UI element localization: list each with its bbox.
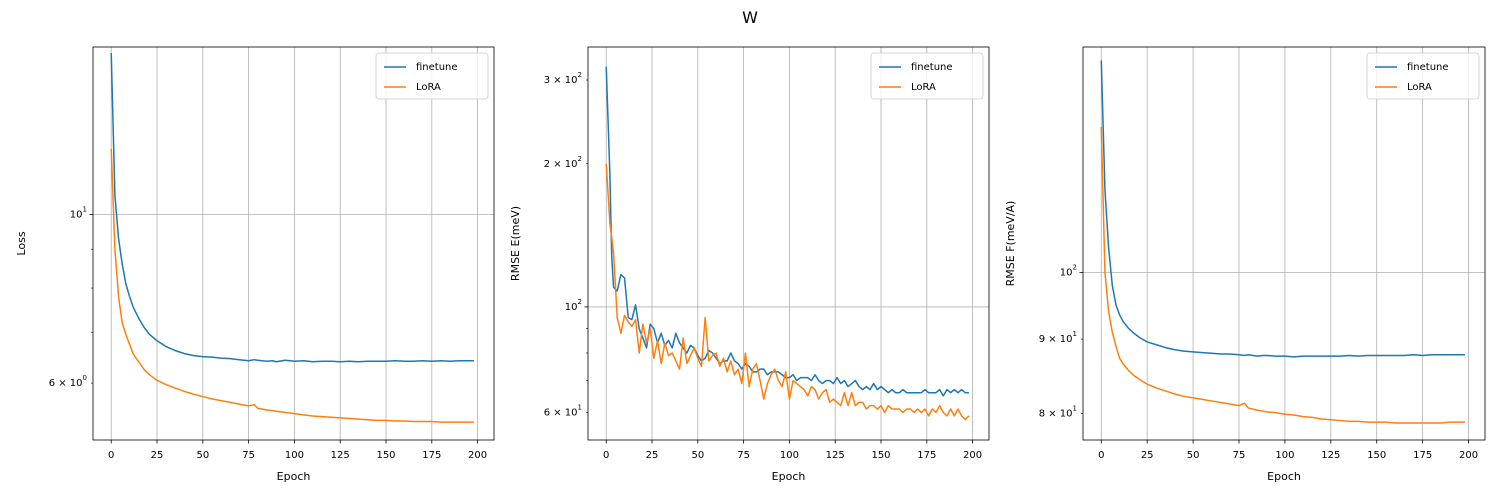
- x-tick-label: 150: [376, 450, 395, 461]
- y-tick-label: 102: [1060, 264, 1077, 279]
- y-tick-label: 6 × 100: [49, 374, 87, 389]
- y-axis-label: RMSE E(meV): [509, 206, 522, 281]
- x-tick-label: 50: [1187, 450, 1200, 461]
- x-tick-label: 25: [646, 450, 659, 461]
- y-tick-label: 101: [70, 205, 87, 220]
- x-tick-label: 150: [871, 450, 890, 461]
- x-tick-label: 100: [285, 450, 304, 461]
- series-line-lora: [1100, 126, 1465, 424]
- x-tick-label: 100: [780, 450, 799, 461]
- axes-frame: [92, 46, 495, 441]
- x-tick-label: 150: [1367, 450, 1386, 461]
- y-tick-label: 9 × 101: [1039, 330, 1077, 345]
- x-tick-label: 100: [1275, 450, 1294, 461]
- x-tick-label: 175: [422, 450, 441, 461]
- y-tick-label: 3 × 102: [544, 71, 582, 86]
- legend: finetune LoRA: [1366, 52, 1480, 100]
- x-axis-label: Epoch: [1267, 470, 1301, 483]
- legend-label-finetune: finetune: [1407, 62, 1449, 73]
- legend: finetune LoRA: [375, 52, 489, 100]
- series-line-lora: [605, 163, 970, 421]
- x-tick-label: 125: [1321, 450, 1340, 461]
- x-tick-label: 200: [468, 450, 487, 461]
- subplot-1: 0 25 50 75 100 125 150 175 200 101 6 × 100 Epoch Los…: [15, 46, 495, 483]
- subplot-2: 0 25 50 75 100 125 150 175 200 102 6 × 101 2 × 102 3…: [509, 46, 990, 483]
- y-axis-label: Loss: [15, 231, 28, 255]
- legend: finetune LoRA: [870, 52, 984, 100]
- x-tick-label: 0: [603, 450, 609, 461]
- axes-frame: [1082, 46, 1486, 441]
- y-tick-label: 8 × 101: [1039, 404, 1077, 419]
- x-tick-label: 200: [963, 450, 982, 461]
- series-line-finetune: [110, 53, 474, 363]
- x-tick-label: 0: [1098, 450, 1104, 461]
- series-line-finetune: [605, 66, 969, 397]
- legend-label-lora: LoRA: [1407, 82, 1432, 93]
- x-tick-label: 175: [1413, 450, 1432, 461]
- axes-frame: [587, 46, 990, 441]
- x-tick-label: 75: [1233, 450, 1246, 461]
- x-tick-label: 0: [108, 450, 114, 461]
- y-axis-label: RMSE F(meV/A): [1004, 201, 1017, 287]
- legend-label-lora: LoRA: [911, 82, 936, 93]
- legend-label-finetune: finetune: [416, 62, 458, 73]
- x-tick-label: 175: [917, 450, 936, 461]
- x-tick-label: 75: [242, 450, 255, 461]
- x-tick-label: 200: [1459, 450, 1478, 461]
- legend-label-lora: LoRA: [416, 82, 441, 93]
- y-tick-label: 2 × 102: [544, 155, 582, 170]
- x-tick-label: 50: [691, 450, 704, 461]
- x-tick-label: 75: [737, 450, 750, 461]
- y-tick-label: 102: [565, 298, 582, 313]
- x-tick-label: 125: [826, 450, 845, 461]
- x-axis-label: Epoch: [277, 470, 311, 483]
- figure-title: W: [742, 8, 758, 27]
- x-tick-label: 50: [196, 450, 209, 461]
- series-line-lora: [110, 148, 474, 423]
- legend-label-finetune: finetune: [911, 62, 953, 73]
- y-tick-label: 6 × 101: [544, 403, 582, 418]
- x-axis-label: Epoch: [772, 470, 806, 483]
- x-tick-label: 25: [151, 450, 164, 461]
- series-line-finetune: [1100, 60, 1465, 358]
- subplot-3: 0 25 50 75 100 125 150 175 200 102 8 × 101 9 × 101 E…: [1004, 46, 1486, 483]
- x-tick-label: 25: [1141, 450, 1154, 461]
- x-tick-label: 125: [331, 450, 350, 461]
